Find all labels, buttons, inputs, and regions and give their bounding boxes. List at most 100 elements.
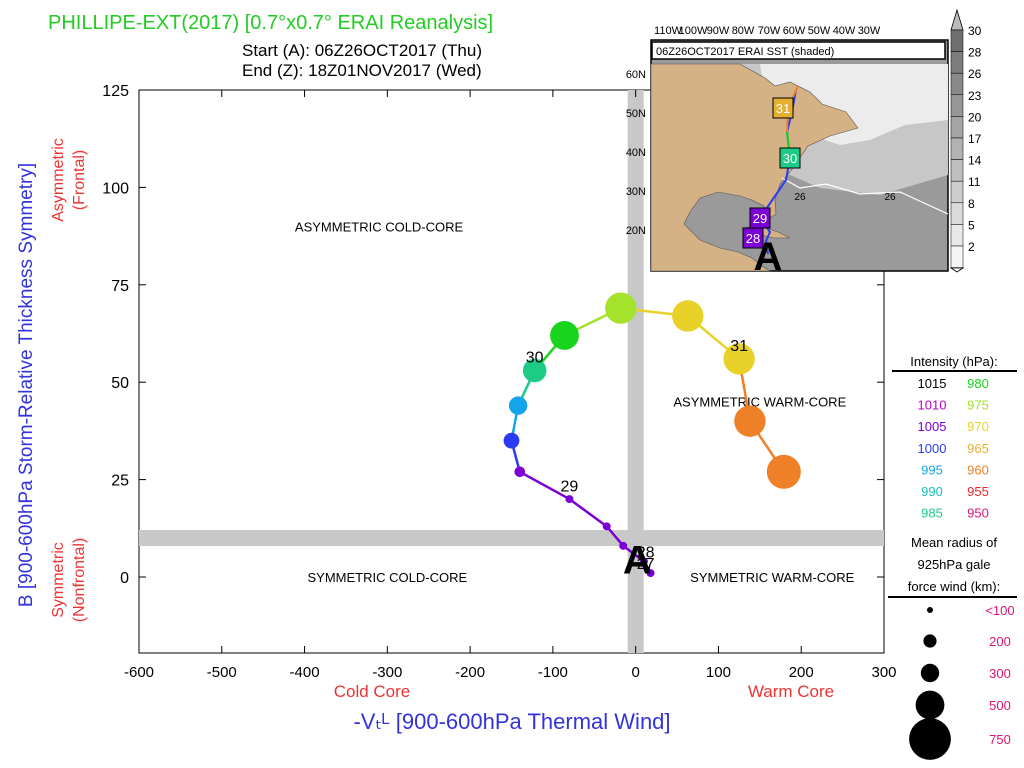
x-tick-label: -400 [290,664,320,681]
x-tick-label: 200 [789,664,814,681]
radius-legend-title-2: 925hPa gale [917,557,990,572]
colorbar-label: 2 [968,240,975,254]
colorbar-cell [950,29,964,52]
inset-start-marker: A [754,235,783,279]
inset-lon-label: 110W [654,25,683,37]
track-point-6 [503,432,520,449]
inset-lon-label: 70W [758,25,781,37]
inset-title: 06Z26OCT2017 ERAI SST (shaded) [656,46,834,58]
inset-day-box [772,97,794,119]
track-segment [605,525,625,547]
radius-label-3: 500 [989,698,1011,713]
colorbar-cell [950,51,964,74]
track-point-8 [522,358,547,383]
inset-day-label-31: 31 [776,101,790,116]
inset-lat-label: 40N [626,147,646,159]
colorbar-cell [950,202,964,225]
inset-lat-label: 30N [626,186,646,198]
colorbar-label: 8 [968,197,975,211]
inset-day-label-28: 28 [746,231,760,246]
colorbar-label: 28 [968,46,982,60]
x-tick-label: -200 [455,664,485,681]
day-label-28: 28 [637,545,655,562]
x-tick-label: 0 [631,664,639,681]
radius-legend: Mean radius of 925hPa gale force wind (k… [888,535,1017,760]
radius-swatch-1 [923,634,937,648]
y-tick-label: 0 [120,570,129,587]
inset-lon-label: 100W [679,25,708,37]
intensity-entry-985: 985 [921,506,943,521]
x-tick-label: -600 [124,664,154,681]
intensity-entry-995: 995 [921,462,943,477]
intensity-entry-1015: 1015 [918,376,947,391]
y-side-label-bottom-1: Symmetric [50,542,67,618]
x-side-label-right: Warm Core [748,682,834,701]
intensity-entry-1010: 1010 [918,398,947,413]
track-point-3 [602,522,611,531]
inset-sst-label: 26 [884,192,896,203]
thermal-wind-zero-band [627,90,644,653]
colorbar-label: 23 [968,89,982,103]
sst-colorbar: 30 28 26 23 20 17 14 11 8 5 2 [949,8,982,273]
inset-day-box [742,227,764,249]
x-tick-label: -500 [207,664,237,681]
track-segment [519,470,571,501]
track-point-14 [766,454,801,489]
radius-label-0: <100 [985,603,1014,618]
inset-lat-label: 20N [626,225,646,237]
quadrant-label-0: ASYMMETRIC COLD-CORE [295,219,464,234]
quadrant-label-3: SYMMETRIC WARM-CORE [690,570,855,585]
colorbar-cell [950,224,964,247]
colorbar-bottom-arrow [949,267,965,273]
intensity-entry-965: 965 [967,441,989,456]
intensity-entry-990: 990 [921,484,943,499]
track-point-9 [550,321,579,350]
colorbar-cell [950,180,964,204]
radius-swatch-2 [920,663,940,683]
colorbar-label: 30 [968,24,982,38]
intensity-entry-970: 970 [967,419,989,434]
day-label-31: 31 [730,338,748,355]
inset-lon-label: 80W [732,25,755,37]
symmetry-threshold-band [139,530,884,547]
y-tick-label: 125 [102,83,129,100]
start-marker: A [623,538,652,582]
inset-lat-label: 50N [626,108,646,120]
inset-lon-label: 40W [833,25,856,37]
inset-lon-label: 30W [858,25,881,37]
inset-day-box [779,147,801,169]
intensity-entry-950: 950 [967,506,989,521]
inset-lat-label: 60N [626,69,646,81]
inset-sst-26-contour [781,177,949,215]
track-point-0 [646,569,655,578]
colorbar-label: 20 [968,110,982,124]
radius-label-4: 750 [989,732,1011,747]
x-tick-label: -300 [372,664,402,681]
intensity-entry-1005: 1005 [918,419,947,434]
radius-label-2: 300 [989,666,1011,681]
colorbar-label: 5 [968,218,975,232]
day-label-30: 30 [526,350,544,367]
inset-land [650,63,859,272]
track-point-1 [639,557,648,566]
intensity-entry-1000: 1000 [918,441,947,456]
colorbar-cell [950,137,964,160]
intensity-entry-960: 960 [967,462,989,477]
day-label-27: 27 [637,556,655,573]
axis-ticks: -600 -500 -400 -300 -200 -100 0 100 200 300 0 25 50 7… [102,83,896,681]
quadrant-label-1: ASYMMETRIC WARM-CORE [673,395,846,410]
track-point-5 [514,466,526,478]
y-side-label-bottom-2: (Nonfrontal) [71,538,88,622]
radius-swatch-3 [915,690,945,720]
radius-legend-title-3: force wind (km): [908,579,1000,594]
colorbar-cell [950,245,964,268]
radius-swatch-4 [909,718,951,760]
phase-threshold-bands [139,90,884,653]
inset-lon-label: 60W [783,25,806,37]
colorbar-cell [950,94,964,117]
intensity-entry-980: 980 [967,376,989,391]
